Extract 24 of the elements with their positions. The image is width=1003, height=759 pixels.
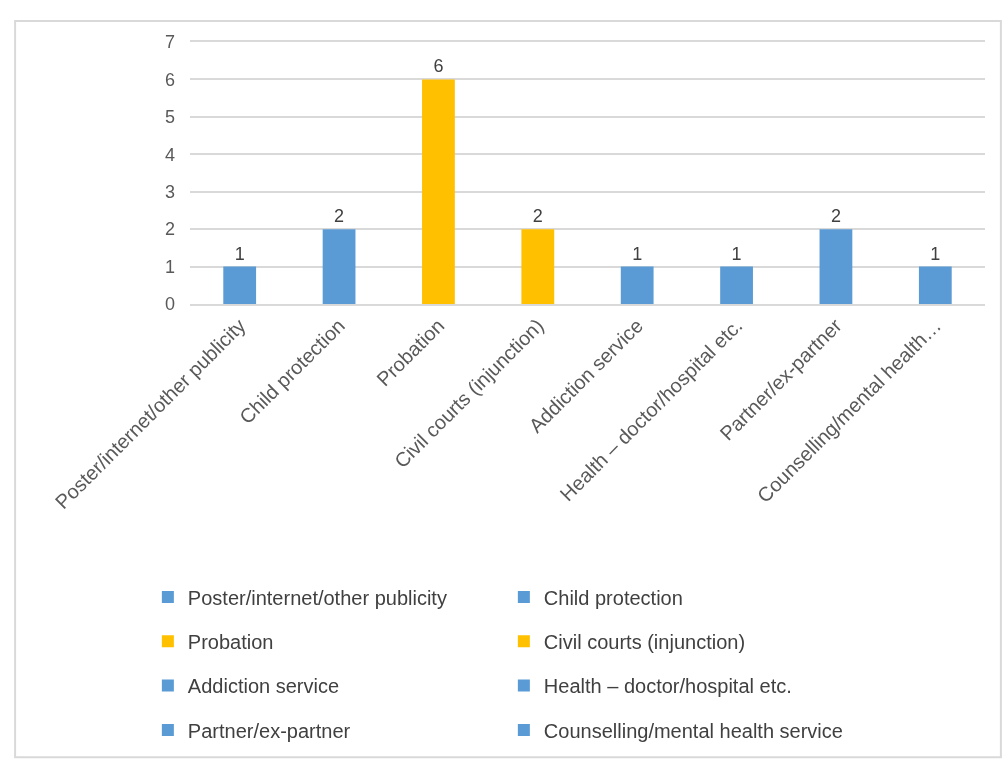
data-label: 2 xyxy=(334,206,345,227)
data-label: 1 xyxy=(930,243,941,264)
legend-label: Probation xyxy=(187,631,274,654)
legend-label: Partner/ex-partner xyxy=(187,719,351,742)
y-tick-label: 4 xyxy=(164,144,175,165)
legend-label: Civil courts (injunction) xyxy=(543,631,746,654)
legend-label: Addiction service xyxy=(187,675,340,698)
data-label: 1 xyxy=(234,243,245,264)
legend-label: Poster/internet/other publicity xyxy=(187,586,447,609)
data-label: 2 xyxy=(830,206,841,227)
data-label: 1 xyxy=(632,243,643,264)
y-tick-label: 5 xyxy=(164,107,175,128)
y-tick-label: 6 xyxy=(164,69,175,90)
data-label: 1 xyxy=(731,243,742,264)
y-tick-label: 3 xyxy=(164,182,175,203)
data-label: 6 xyxy=(433,56,444,77)
legend-label: Counselling/mental health service xyxy=(543,719,843,742)
y-tick-label: 2 xyxy=(164,219,175,240)
legend-label: Child protection xyxy=(543,586,683,609)
legend-label: Health – doctor/hospital etc. xyxy=(543,675,792,698)
y-tick-label: 1 xyxy=(164,256,175,277)
data-label: 2 xyxy=(532,206,543,227)
y-tick-label: 7 xyxy=(164,32,175,53)
y-tick-label: 0 xyxy=(164,294,175,315)
